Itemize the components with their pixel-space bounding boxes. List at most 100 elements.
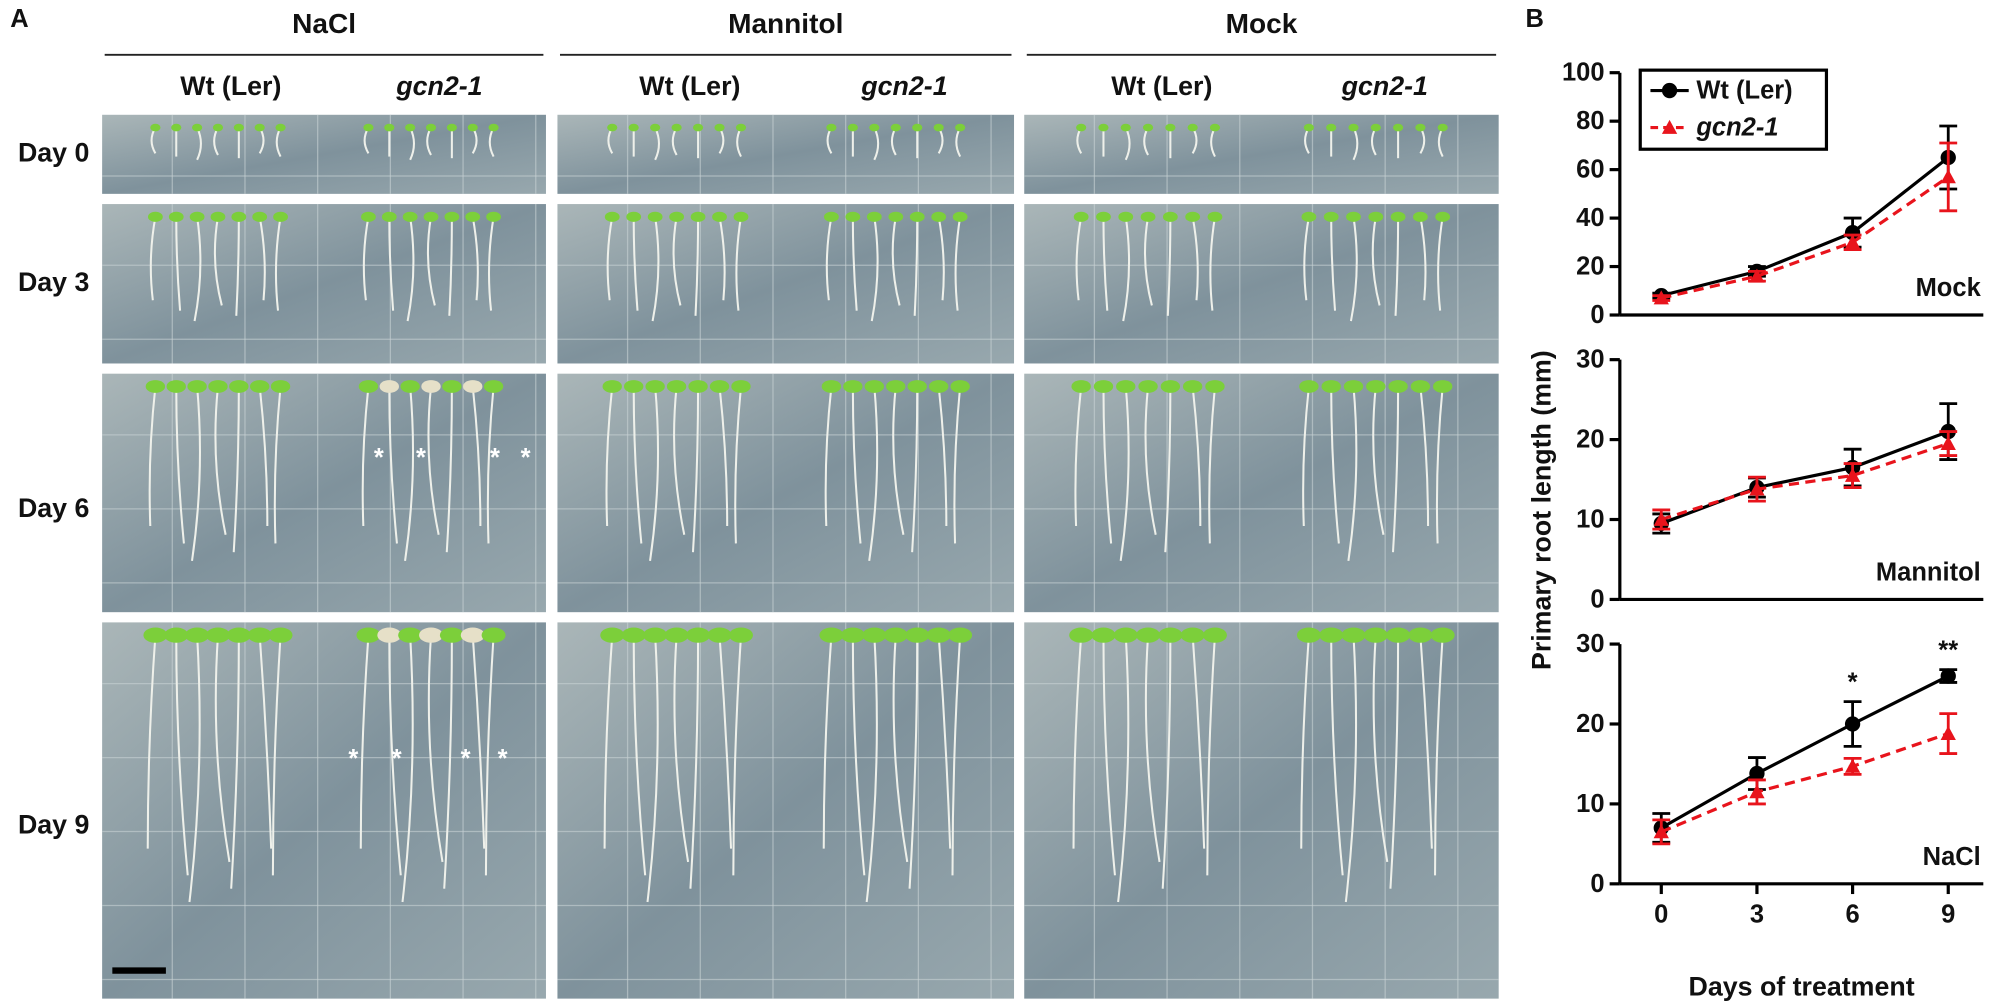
legend-label: gcn2-1 <box>1695 114 1778 142</box>
root <box>484 635 495 876</box>
asterisk: * <box>498 745 508 773</box>
seedling-leaf <box>955 123 966 132</box>
seedling-leaf <box>1341 627 1366 643</box>
x-tick-label: 9 <box>1941 900 1955 928</box>
seedling-leaf <box>1390 211 1406 222</box>
plate-photo <box>557 204 1015 364</box>
seedling-leaf <box>1205 380 1225 393</box>
root <box>1372 635 1389 863</box>
data-point <box>1653 824 1669 839</box>
root <box>913 216 919 316</box>
seedling-leaf <box>1296 627 1321 643</box>
seedling-leaf <box>1319 627 1344 643</box>
plot-annotation: Mock <box>1916 274 1982 302</box>
seedling-leaf <box>1209 123 1221 132</box>
seedling-leaf <box>252 211 268 222</box>
seedling-leaf <box>381 211 397 222</box>
seedling-leaf <box>888 211 904 222</box>
seedling-leaf <box>1432 380 1453 393</box>
seedling-leaf <box>247 627 272 643</box>
seedling-leaf <box>1202 627 1227 643</box>
root <box>735 216 742 311</box>
asterisk: * <box>348 745 358 773</box>
seedling-leaf <box>1408 627 1433 643</box>
seedling-leaf <box>1412 211 1428 222</box>
seedling-leaf <box>928 380 949 393</box>
seedling-leaf <box>823 211 839 222</box>
seedling-leaf <box>467 123 478 132</box>
seedling-leaf <box>666 380 687 393</box>
seedling-leaf <box>1207 211 1223 222</box>
seedling-leaf <box>1187 123 1198 132</box>
data-point <box>1749 481 1765 496</box>
seedling-leaf <box>1091 627 1116 643</box>
data-point <box>1653 290 1669 305</box>
root <box>1208 386 1216 544</box>
y-tick-label: 10 <box>1576 506 1604 534</box>
seedling-leaf <box>692 123 704 132</box>
data-point <box>1844 467 1861 482</box>
root <box>404 386 415 562</box>
seedling-leaf <box>166 380 186 393</box>
seedling-leaf <box>621 627 646 643</box>
root <box>359 635 370 849</box>
root <box>1102 386 1113 544</box>
root <box>1330 216 1337 311</box>
asterisk: * <box>521 444 531 472</box>
seedling-leaf <box>226 627 251 643</box>
seedling-leaf <box>1160 380 1181 393</box>
seedling-leaf <box>254 123 265 132</box>
seedling-leaf <box>356 627 381 643</box>
seedling-leaf <box>819 627 844 643</box>
root <box>1349 216 1358 322</box>
seedling-leaf <box>907 380 927 393</box>
plate-photo <box>102 622 546 999</box>
root <box>689 635 700 889</box>
row-label: Day 6 <box>18 493 89 523</box>
seedling-leaf <box>229 380 249 393</box>
root <box>1435 386 1444 544</box>
seedling-leaf <box>273 211 288 222</box>
asterisk: * <box>461 745 471 773</box>
seedling-leaf <box>423 211 439 222</box>
root <box>822 635 833 849</box>
seedling-leaf <box>275 123 286 132</box>
root <box>1394 216 1400 316</box>
root <box>175 635 189 876</box>
photo-bg <box>557 622 1015 999</box>
root <box>718 635 733 849</box>
plate-photo <box>102 204 546 364</box>
data-point <box>1844 234 1861 249</box>
seedling-leaf <box>208 380 228 393</box>
root <box>691 386 700 553</box>
seedling-leaf <box>1098 123 1109 132</box>
root <box>1119 386 1130 562</box>
root <box>865 635 878 903</box>
root <box>1072 635 1083 849</box>
root <box>632 635 647 876</box>
data-point <box>1653 511 1669 526</box>
seedling-leaf <box>866 211 882 222</box>
seedling-leaf <box>886 380 906 393</box>
root <box>1419 635 1433 849</box>
root <box>271 635 282 876</box>
y-tick-label: 0 <box>1590 301 1604 329</box>
seedling-leaf <box>862 627 887 643</box>
root <box>851 635 866 876</box>
root <box>388 386 398 544</box>
seedling-leaf <box>421 380 441 393</box>
seedling-leaf <box>398 627 423 643</box>
root <box>191 386 201 562</box>
seedling-leaf <box>1348 123 1359 132</box>
seedling-leaf <box>1388 380 1408 393</box>
seedling-leaf <box>1323 211 1339 222</box>
photo-bg <box>557 114 1015 194</box>
root <box>892 386 905 535</box>
root <box>406 216 415 322</box>
seedling-leaf <box>883 627 908 643</box>
root <box>388 635 402 876</box>
root <box>1209 216 1216 311</box>
root <box>146 635 157 849</box>
seedling-leaf <box>1321 380 1341 393</box>
